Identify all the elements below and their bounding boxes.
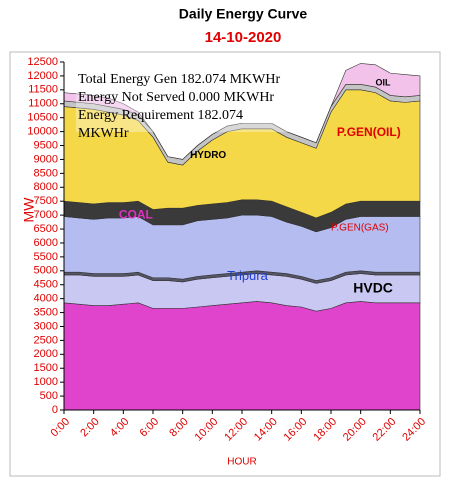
y-tick-label: 6000 — [34, 237, 58, 249]
chart-subtitle: 14-10-2020 — [205, 29, 282, 46]
y-tick-label: 5500 — [34, 251, 58, 263]
area — [63, 301, 421, 411]
series-label: HVDC — [353, 280, 393, 296]
y-tick-label: 8000 — [34, 181, 58, 193]
annotation: Energy Not Served 0.000 MKWHr — [78, 90, 274, 105]
y-tick-label: 9500 — [34, 139, 58, 151]
annotation-bg — [76, 70, 316, 132]
y-tick-label: 10500 — [27, 112, 58, 124]
y-tick-label: 500 — [40, 390, 58, 402]
y-tick-label: 1000 — [34, 376, 58, 388]
y-tick-label: 1500 — [34, 362, 58, 374]
y-tick-label: 10000 — [27, 126, 58, 138]
y-tick-label: 11000 — [28, 98, 58, 110]
y-tick-label: 11500 — [28, 84, 58, 96]
series-label: OIL — [376, 77, 392, 87]
y-tick-label: 9000 — [34, 153, 58, 165]
x-axis-label: HOUR — [227, 457, 256, 468]
area — [63, 63, 421, 160]
y-tick-label: 2500 — [34, 334, 58, 346]
y-tick-label: 4000 — [34, 293, 58, 305]
y-tick-label: 7000 — [34, 209, 58, 221]
y-tick-label: 12500 — [27, 56, 58, 68]
y-tick-label: 12000 — [27, 70, 58, 82]
y-tick-label: 0 — [52, 404, 58, 416]
series-label: P.GEN(GAS) — [331, 222, 389, 233]
series-label: Tripura — [227, 268, 268, 283]
y-tick-label: 3500 — [34, 306, 58, 318]
y-tick-label: 8500 — [34, 167, 58, 179]
series-label: HYDRO — [190, 150, 226, 161]
annotation: Energy Requirement 182.074 MKWHr — [78, 108, 243, 141]
annotation-box: Total Energy Gen 182.074 MKWHr Energy Not… — [76, 70, 316, 141]
annotation: Total Energy Gen 182.074 MKWHr — [78, 72, 280, 87]
annotation-line: Energy Requirement 182.074 — [78, 108, 243, 123]
y-axis-label: MW — [21, 197, 37, 223]
y-tick-label: 6500 — [34, 223, 58, 235]
y-tick-label: 5000 — [34, 265, 58, 277]
y-tick-label: 2000 — [34, 348, 58, 360]
y-tick-label: 4500 — [34, 279, 58, 291]
series-label: COAL — [119, 207, 153, 221]
y-tick-label: 3000 — [34, 320, 58, 332]
annotation-line: MKWHr — [78, 126, 129, 141]
series-label: P.GEN(OIL) — [337, 125, 401, 139]
chart-title: Daily Energy Curve — [179, 6, 308, 22]
y-tick-label: 7500 — [34, 195, 58, 207]
